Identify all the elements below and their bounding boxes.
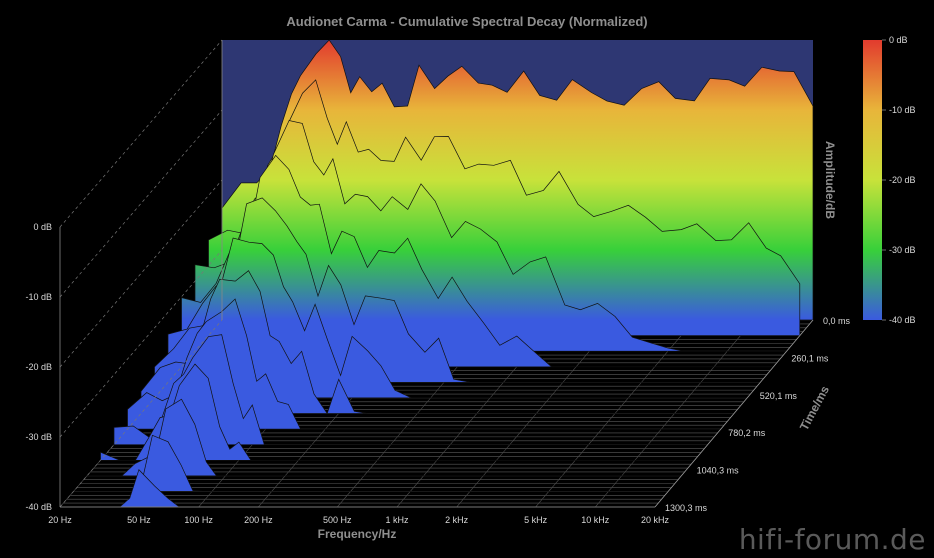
wall-guide bbox=[59, 179, 223, 368]
colorbar-tick-label: -10 dB bbox=[889, 105, 916, 115]
decay-slice bbox=[140, 270, 734, 415]
time-tick-label: 260,1 ms bbox=[791, 353, 829, 363]
x-axis-title: Frequency/Hz bbox=[318, 527, 397, 541]
x-tick-label: 10 kHz bbox=[581, 515, 610, 525]
wall-guide bbox=[59, 109, 223, 298]
z-axis-title: Amplitude/dB bbox=[823, 141, 837, 219]
x-tick-label: 20 Hz bbox=[48, 515, 72, 525]
wall-guide bbox=[59, 249, 223, 438]
time-axis-line bbox=[654, 319, 814, 508]
tick-labels: 0 dB -10 dB -20 dB -30 dB -40 dB 20 Hz 50 Hz 10… bbox=[25, 141, 850, 541]
time-axis-title: Time/ms bbox=[797, 383, 832, 433]
time-tick-label: 1040,3 ms bbox=[697, 466, 740, 476]
colorbar-tick-label: -40 dB bbox=[889, 315, 916, 325]
watermark: hifi-forum.de bbox=[738, 523, 926, 556]
axes bbox=[59, 39, 814, 508]
x-tick-label: 50 Hz bbox=[127, 515, 151, 525]
x-tick-label: 100 Hz bbox=[184, 515, 213, 525]
x-tick-label: 20 kHz bbox=[641, 515, 670, 525]
colorbar-tick-label: -20 dB bbox=[889, 175, 916, 185]
x-tick-label: 1 kHz bbox=[385, 515, 409, 525]
time-tick-label: 520,1 ms bbox=[760, 391, 798, 401]
x-tick-label: 2 kHz bbox=[445, 515, 469, 525]
x-tick-label: 5 kHz bbox=[524, 515, 548, 525]
wall-guide bbox=[59, 319, 223, 508]
z-tick-label: 0 dB bbox=[33, 222, 52, 232]
decay-slices bbox=[60, 39, 814, 508]
z-tick-label: -40 dB bbox=[25, 502, 52, 512]
z-tick-label: -30 dB bbox=[25, 432, 52, 442]
wall-guide bbox=[59, 39, 223, 228]
time-tick-label: 780,2 ms bbox=[728, 428, 766, 438]
chart-title: Audionet Carma - Cumulative Spectral Dec… bbox=[286, 14, 648, 29]
z-tick-label: -10 dB bbox=[25, 292, 52, 302]
colorbar: 0 dB -10 dB -20 dB -30 dB -40 dB bbox=[863, 35, 916, 325]
colorbar-tick-label: 0 dB bbox=[889, 35, 908, 45]
z-tick-label: -20 dB bbox=[25, 362, 52, 372]
time-tick-label: 1300,3 ms bbox=[665, 503, 708, 513]
colorbar-gradient bbox=[863, 40, 882, 320]
x-tick-label: 500 Hz bbox=[323, 515, 352, 525]
colorbar-tick-label: -30 dB bbox=[889, 245, 916, 255]
x-tick-label: 200 Hz bbox=[244, 515, 273, 525]
time-tick-label: 0,0 ms bbox=[823, 316, 851, 326]
decay-slice bbox=[73, 434, 669, 492]
